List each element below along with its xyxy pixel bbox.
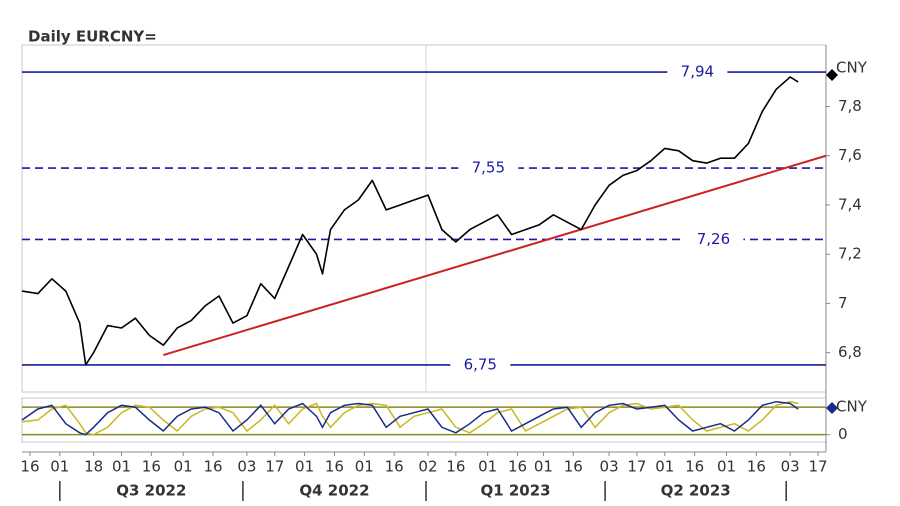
x-tick-label: 16	[508, 458, 527, 476]
x-tick-label: 02	[418, 458, 437, 476]
x-tick-label: 16	[325, 458, 344, 476]
x-tick-label: 16	[385, 458, 404, 476]
x-tick-label: 01	[355, 458, 374, 476]
level-label-bg	[683, 229, 744, 250]
unit-label: CNY	[836, 59, 868, 77]
period-label: Q2 2023	[661, 482, 731, 500]
x-tick-label: 01	[655, 458, 674, 476]
x-tick-label: 01	[478, 458, 497, 476]
x-tick-label: 16	[20, 458, 39, 476]
x-tick-label: 03	[237, 458, 256, 476]
oscillator-marker	[826, 402, 838, 414]
y-tick-label: 6,8	[838, 343, 862, 361]
x-tick-label: 17	[265, 458, 284, 476]
level-label-bg	[458, 158, 519, 179]
level-label: 7,94	[681, 63, 714, 81]
x-tick-label: 17	[627, 458, 646, 476]
x-tick-label: 01	[174, 458, 193, 476]
oscillator-line	[21, 400, 799, 436]
y-tick-label: 0	[838, 425, 848, 443]
y-tick-label: 7	[838, 294, 848, 312]
x-tick-label: 16	[142, 458, 161, 476]
x-tick-label: 01	[50, 458, 69, 476]
level-label-bg	[667, 62, 728, 83]
x-tick-label: 17	[808, 458, 827, 476]
x-tick-label: 03	[781, 458, 800, 476]
x-tick-label: 16	[564, 458, 583, 476]
x-tick-label: 01	[295, 458, 314, 476]
period-label: Q1 2023	[480, 482, 550, 500]
level-label: 6,75	[464, 355, 497, 373]
x-tick-label: 16	[446, 458, 465, 476]
unit-label: CNY	[836, 398, 868, 416]
level-label: 7,26	[697, 230, 730, 248]
y-tick-label: 7,2	[838, 245, 862, 263]
x-tick-label: 01	[534, 458, 553, 476]
level-label: 7,55	[472, 159, 505, 177]
y-tick-label: 7,4	[838, 195, 862, 213]
chart-title: Daily EURCNY=	[28, 28, 157, 46]
x-tick-label: 16	[204, 458, 223, 476]
x-tick-label: 16	[685, 458, 704, 476]
oscillator-line	[21, 400, 799, 436]
trendline	[163, 154, 827, 357]
period-label: Q4 2022	[299, 482, 369, 500]
price-line	[21, 76, 799, 366]
y-tick-label: 7,6	[838, 146, 862, 164]
x-tick-label: 01	[112, 458, 131, 476]
x-tick-label: 03	[600, 458, 619, 476]
x-tick-label: 16	[747, 458, 766, 476]
y-tick-label: 7,8	[838, 97, 862, 115]
level-label-bg	[450, 354, 511, 375]
price-marker	[826, 69, 838, 81]
x-tick-label: 01	[717, 458, 736, 476]
period-label: Q3 2022	[116, 482, 186, 500]
x-tick-label: 18	[84, 458, 103, 476]
